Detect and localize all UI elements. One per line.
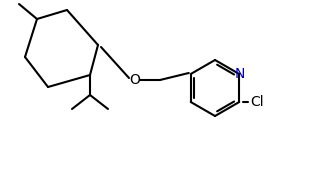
Text: N: N	[235, 67, 246, 81]
Text: Cl: Cl	[251, 95, 264, 109]
Text: O: O	[130, 73, 140, 87]
